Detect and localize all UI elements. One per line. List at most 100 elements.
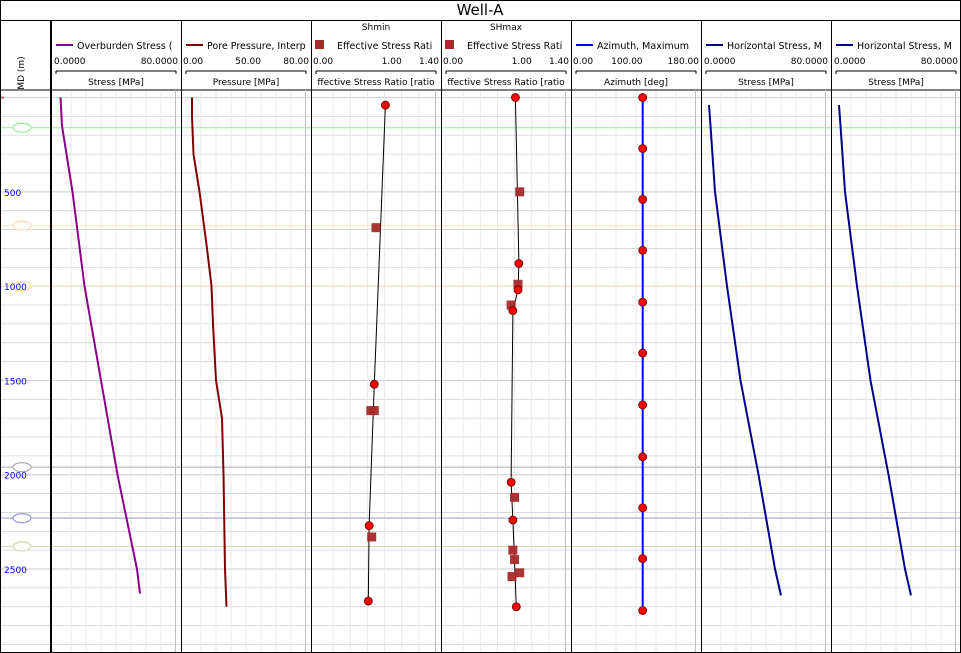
azimuth-point bbox=[638, 144, 648, 153]
shmin-square-point bbox=[369, 406, 379, 416]
shmax-square-point bbox=[508, 545, 518, 555]
track-overburden-data bbox=[59, 97, 141, 594]
track-shmax-data bbox=[506, 93, 525, 612]
x-axis-label: ffective Stress Ratio [ratio bbox=[447, 78, 565, 88]
x-tick-label: 1.40 bbox=[419, 57, 439, 67]
shmin-circle-point bbox=[381, 100, 390, 110]
horizontal_2-curve bbox=[838, 105, 912, 596]
legend-label: Overburden Stress ( bbox=[77, 41, 172, 52]
shmax-square-point bbox=[515, 187, 525, 197]
track-shmin-data bbox=[363, 100, 390, 606]
track-overburden-header: Overburden Stress ( 0.0000 80.0000 Stress [… bbox=[54, 41, 178, 88]
x-tick-label: 1.00 bbox=[382, 57, 402, 67]
pore_pressure-curve bbox=[191, 97, 228, 607]
azimuth-point bbox=[638, 93, 648, 102]
x-tick-label: 0.00 bbox=[443, 57, 463, 67]
shmax-circle-point bbox=[506, 477, 516, 487]
shmax-square-point bbox=[507, 572, 517, 582]
shmin-square-point bbox=[371, 223, 381, 233]
shmax-square-point bbox=[506, 300, 516, 310]
shmax-circle-point bbox=[513, 285, 523, 295]
shmax-square-point bbox=[515, 568, 525, 578]
marker-layer bbox=[0, 122, 961, 552]
track-shmax-header: SHmax Effective Stress Rati 0.00 1.00 1.40 ff… bbox=[443, 23, 569, 88]
depth-axis-label: MD (m) bbox=[17, 56, 27, 89]
shmax-square-point bbox=[510, 555, 520, 565]
grid-layer bbox=[0, 90, 961, 652]
azimuth-point bbox=[638, 297, 648, 307]
formation-marker-handle bbox=[12, 122, 32, 133]
depth-tick-label: 2000 bbox=[4, 472, 27, 482]
shmin-trend-line bbox=[367, 105, 386, 602]
x-tick-label: 80.0000 bbox=[141, 57, 178, 67]
x-tick-label: 180.00 bbox=[668, 57, 700, 67]
x-tick-label: 80.00 bbox=[283, 57, 309, 67]
x-tick-label: 0.00 bbox=[573, 57, 593, 67]
shmax-square-point bbox=[513, 279, 523, 289]
track-shmin-header: Shmin Effective Stress Rati 0.00 1.00 1.40 ff… bbox=[313, 23, 439, 88]
formation-marker-handle bbox=[12, 541, 32, 552]
track-title: SHmax bbox=[490, 23, 523, 33]
x-tick-label: 0.0000 bbox=[834, 57, 866, 67]
shmin-circle-point bbox=[364, 521, 374, 531]
depth-tick-label: 1500 bbox=[4, 377, 27, 387]
legend-label: Effective Stress Rati bbox=[337, 41, 432, 52]
track-horizontal_1-data bbox=[708, 105, 782, 596]
track-azimuth-header: Azimuth, Maximum 0.00 100.00 180.00 Azimuth … bbox=[573, 41, 699, 88]
depth-tick-label: 500 bbox=[4, 189, 21, 199]
depth-tick-label: 2500 bbox=[4, 566, 27, 576]
legend-label: Horizontal Stress, M bbox=[857, 41, 952, 52]
horizontal_1-curve bbox=[708, 105, 782, 596]
x-tick-label: 0.0000 bbox=[54, 57, 86, 67]
shmax-circle-point bbox=[511, 93, 520, 102]
x-tick-label: 80.0000 bbox=[791, 57, 828, 67]
shmin-square-point bbox=[367, 532, 377, 542]
shmax-circle-point bbox=[508, 306, 518, 316]
x-tick-label: 1.40 bbox=[549, 57, 569, 67]
shmin-circle-point bbox=[363, 596, 373, 606]
azimuth-point bbox=[638, 400, 648, 410]
track-horizontal_1-header: Horizontal Stress, M 0.0000 80.0000 Stress … bbox=[704, 41, 828, 88]
x-axis-label: Stress [MPa] bbox=[868, 78, 924, 88]
x-tick-label: 100.00 bbox=[611, 57, 643, 67]
track-pore_pressure-header: Pore Pressure, Interp 0.00 50.00 80.00 Press… bbox=[183, 41, 309, 88]
formation-marker-handle bbox=[12, 220, 32, 231]
formation-marker-handle bbox=[12, 513, 32, 524]
shmax-circle-point bbox=[508, 515, 518, 525]
x-tick-label: 80.0000 bbox=[921, 57, 958, 67]
shmax-circle-point bbox=[511, 602, 521, 612]
overburden-curve bbox=[59, 97, 141, 594]
azimuth-point bbox=[638, 503, 648, 513]
legend-label: Pore Pressure, Interp bbox=[207, 41, 306, 52]
data-layer bbox=[59, 93, 912, 615]
x-axis-label: Stress [MPa] bbox=[88, 78, 144, 88]
legend-label: Horizontal Stress, M bbox=[727, 41, 822, 52]
x-axis-label: Stress [MPa] bbox=[738, 78, 794, 88]
azimuth-point bbox=[638, 348, 648, 358]
legend-label: Azimuth, Maximum bbox=[597, 41, 689, 52]
track-pore_pressure-data bbox=[191, 97, 228, 607]
x-axis-label: ffective Stress Ratio [ratio bbox=[317, 78, 435, 88]
x-tick-label: 1.00 bbox=[512, 57, 532, 67]
azimuth-point bbox=[638, 452, 648, 462]
x-tick-label: 50.00 bbox=[235, 57, 261, 67]
depth-tick-label: 1000 bbox=[4, 283, 27, 293]
formation-marker-handle bbox=[12, 462, 32, 473]
track-horizontal_2-header: Horizontal Stress, M 0.0000 80.0000 Stress … bbox=[834, 41, 958, 88]
track-azimuth-data bbox=[638, 93, 648, 615]
legend-label: Effective Stress Rati bbox=[467, 41, 562, 52]
formation-marker-handle bbox=[12, 281, 32, 292]
azimuth-point bbox=[638, 245, 648, 255]
legend-swatch bbox=[445, 40, 454, 49]
track-headers: 500 1000 1500 2000 2500 MD (m) Overburden Stre… bbox=[0, 23, 958, 576]
shmax-square-point bbox=[510, 492, 520, 502]
x-tick-label: 0.00 bbox=[313, 57, 333, 67]
azimuth-point bbox=[638, 194, 648, 204]
well-title: Well-A bbox=[457, 1, 505, 19]
x-tick-label: 0.00 bbox=[183, 57, 203, 67]
x-axis-label: Azimuth [deg] bbox=[604, 78, 668, 88]
legend-swatch bbox=[315, 40, 324, 49]
track-horizontal_2-data bbox=[838, 105, 912, 596]
azimuth-point bbox=[638, 554, 648, 564]
